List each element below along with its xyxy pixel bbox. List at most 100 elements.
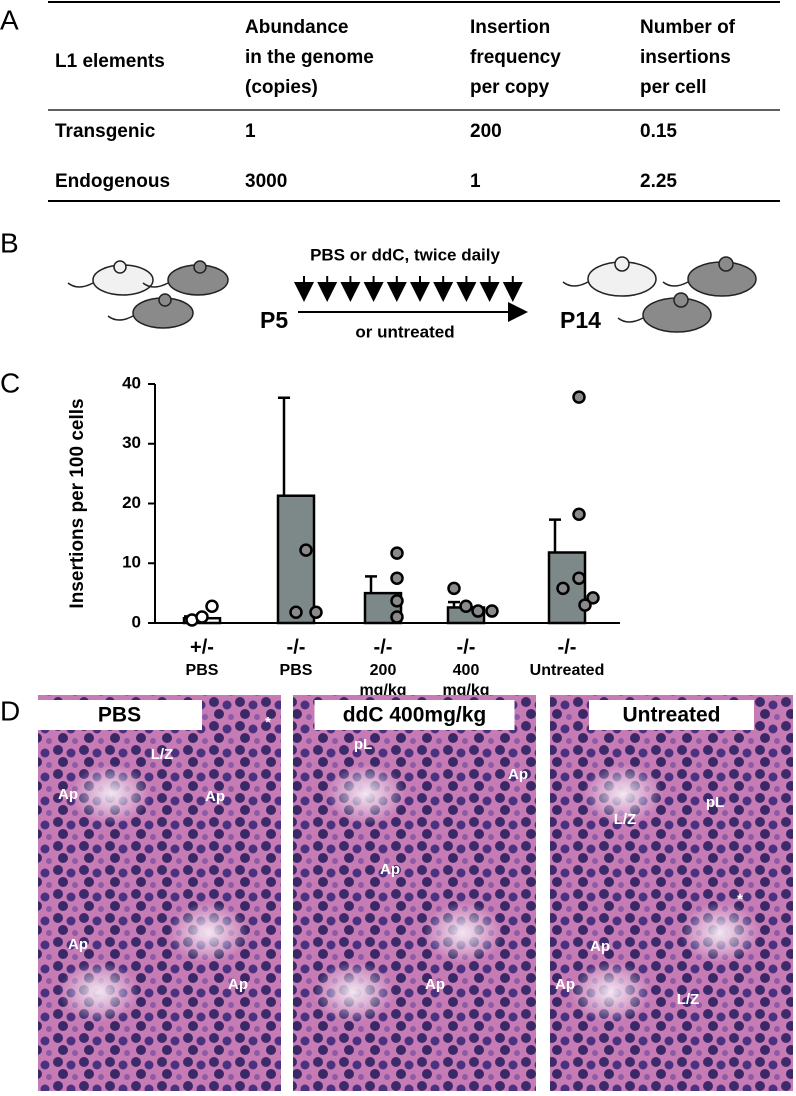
data-point bbox=[309, 605, 323, 619]
table-header: Insertion bbox=[470, 17, 550, 38]
data-point bbox=[195, 610, 209, 624]
tissue-image bbox=[550, 695, 793, 1091]
table-cell: Endogenous bbox=[55, 171, 170, 192]
lumen bbox=[570, 962, 651, 1022]
data-point bbox=[390, 594, 404, 608]
lumen bbox=[168, 902, 249, 963]
tissue-label: Ap bbox=[508, 766, 528, 783]
micrograph: Untreated pL L/Z * Ap Ap L/Z bbox=[550, 695, 793, 1091]
table-cell: 1 bbox=[245, 121, 256, 142]
data-point bbox=[447, 581, 461, 596]
y-tick-label: 10 bbox=[122, 553, 141, 572]
tissue-label: pL bbox=[354, 736, 372, 753]
data-point bbox=[572, 507, 586, 522]
lumen bbox=[70, 764, 151, 824]
x-tick-label: -/- bbox=[457, 636, 476, 658]
data-point bbox=[459, 599, 473, 614]
tissue-label: Ap bbox=[425, 976, 445, 993]
table-cell: 3000 bbox=[245, 171, 287, 192]
lumen bbox=[313, 962, 394, 1022]
tissue-label: Ap bbox=[205, 788, 225, 805]
tissue-image bbox=[38, 695, 281, 1091]
x-tick-sublabel: mg/kg bbox=[359, 682, 406, 699]
treatment-label: PBS or ddC, twice daily bbox=[310, 245, 500, 264]
table-header: L1 elements bbox=[55, 51, 165, 72]
title-box bbox=[589, 700, 754, 730]
x-tick-sublabel: 400 bbox=[453, 662, 480, 679]
data-point bbox=[556, 581, 570, 596]
data-point bbox=[289, 605, 303, 619]
tissue-label: L/Z bbox=[151, 746, 174, 763]
micrograph-title: PBS bbox=[98, 704, 141, 727]
data-point bbox=[390, 610, 404, 624]
tissue-image bbox=[293, 695, 536, 1091]
table-cell: 0.15 bbox=[640, 121, 677, 142]
tissue-label: Ap bbox=[68, 936, 88, 953]
tissue-label: Ap bbox=[58, 786, 78, 803]
tissue-label: * bbox=[265, 714, 271, 731]
table-header: per copy bbox=[470, 77, 550, 98]
data-point bbox=[578, 598, 592, 612]
tissue-label: L/Z bbox=[614, 811, 637, 828]
panel-letter: B bbox=[0, 227, 19, 258]
x-tick-label: -/- bbox=[374, 636, 393, 658]
y-tick-label: 40 bbox=[122, 373, 141, 392]
title-box bbox=[37, 700, 202, 730]
bar bbox=[276, 494, 316, 625]
lumen bbox=[325, 764, 406, 824]
micrograph-title: Untreated bbox=[622, 704, 720, 727]
data-point bbox=[205, 599, 219, 614]
lumen bbox=[423, 902, 504, 963]
x-tick-label: -/- bbox=[287, 636, 306, 658]
tissue-label: pL bbox=[706, 794, 724, 811]
x-tick-label: -/- bbox=[558, 636, 577, 658]
bar bbox=[547, 551, 587, 625]
tissue-label: Ap bbox=[555, 976, 575, 993]
table-cell: Transgenic bbox=[55, 121, 156, 142]
y-tick-label: 30 bbox=[122, 433, 141, 452]
table-cell: 2.25 bbox=[640, 171, 677, 192]
panel-letter: D bbox=[0, 695, 20, 726]
data-point bbox=[572, 571, 586, 585]
x-tick-sublabel: 200 bbox=[370, 662, 397, 679]
x-tick-sublabel: PBS bbox=[280, 662, 313, 679]
y-axis-label: Insertions per 100 cells bbox=[67, 398, 88, 608]
x-tick-sublabel: mg/kg bbox=[442, 682, 489, 699]
data-point bbox=[299, 543, 313, 557]
mice-illustration bbox=[67, 256, 757, 333]
table-cell: 1 bbox=[470, 171, 481, 192]
data-point bbox=[572, 390, 586, 404]
lumen bbox=[680, 902, 761, 963]
tissue-label: Ap bbox=[380, 861, 400, 878]
table-cell: 200 bbox=[470, 121, 502, 142]
lumen bbox=[582, 764, 663, 824]
start-label: P5 bbox=[260, 307, 288, 333]
data-point bbox=[471, 604, 485, 618]
table-header: (copies) bbox=[245, 77, 318, 98]
data-point bbox=[485, 604, 499, 618]
table-header: frequency bbox=[470, 47, 561, 68]
data-point bbox=[586, 591, 600, 605]
table-header: insertions bbox=[640, 47, 731, 68]
end-label: P14 bbox=[560, 307, 601, 333]
micrograph: ddC 400mg/kg pL Ap Ap Ap bbox=[293, 695, 536, 1091]
table-header: per cell bbox=[640, 77, 707, 98]
tissue-label: L/Z bbox=[677, 991, 700, 1008]
micrograph-title: ddC 400mg/kg bbox=[343, 704, 487, 727]
tissue-label: Ap bbox=[228, 976, 248, 993]
x-tick-label: +/- bbox=[190, 636, 214, 658]
y-tick-label: 20 bbox=[122, 493, 141, 512]
tissue-label: * bbox=[737, 891, 743, 908]
panel-letter: C bbox=[0, 367, 20, 398]
x-tick-sublabel: Untreated bbox=[530, 662, 605, 679]
y-tick-label: 0 bbox=[132, 612, 141, 631]
alternative-label: or untreated bbox=[355, 322, 454, 341]
title-box bbox=[314, 700, 515, 730]
lumen bbox=[58, 962, 139, 1022]
data-point bbox=[390, 571, 404, 585]
micrograph: PBS * L/Z Ap Ap Ap Ap bbox=[37, 695, 281, 1091]
x-tick-sublabel: PBS bbox=[186, 662, 219, 679]
table-header: in the genome bbox=[245, 47, 374, 68]
